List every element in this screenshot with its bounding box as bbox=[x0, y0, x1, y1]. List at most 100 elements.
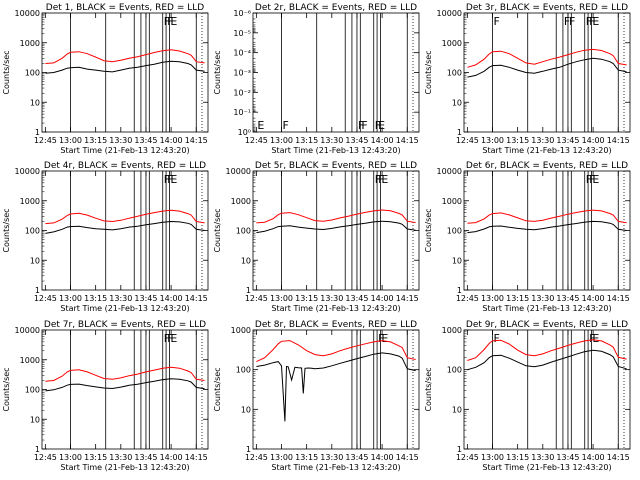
plot-frame bbox=[463, 12, 631, 133]
y-tick-label: 1000 bbox=[442, 197, 462, 206]
detector-panel-6: Det 6r, BLACK = Events, RED = LLD 1 10 100 1… bbox=[424, 161, 631, 313]
y-tick-label: 100 bbox=[236, 366, 251, 375]
y-tick-label: 10⁻⁵ bbox=[233, 29, 251, 38]
detector-panel-3: Det 3r, BLACK = Events, RED = LLD 1 10 100 1… bbox=[424, 3, 631, 155]
series-line-events bbox=[45, 378, 205, 392]
y-tick-label: 100 bbox=[447, 227, 462, 236]
panel-title: Det 8r, BLACK = Events, RED = LLD bbox=[255, 320, 417, 330]
x-tick-label: 13:00 bbox=[59, 136, 82, 145]
series-line-lld bbox=[467, 48, 627, 68]
x-tick-label: 13:00 bbox=[481, 294, 504, 303]
y-tick-label: 1 bbox=[35, 445, 40, 454]
y-tick-label: 10000 bbox=[226, 167, 251, 176]
flag-label: F bbox=[569, 15, 575, 28]
panel-title: Det 2r, BLACK = Events, RED = LLD bbox=[255, 3, 417, 13]
y-tick-label: 100 bbox=[25, 69, 40, 78]
flag-label: E bbox=[592, 15, 599, 28]
flag-label: F bbox=[586, 173, 592, 186]
y-axis-label: Counts/sec bbox=[213, 50, 222, 94]
y-tick-label: 10 bbox=[30, 415, 40, 424]
flag-label: F bbox=[164, 15, 170, 28]
x-tick-label: 13:00 bbox=[270, 294, 293, 303]
x-tick-label: 14:00 bbox=[160, 294, 183, 303]
x-tick-label: 13:15 bbox=[506, 453, 529, 462]
x-tick-label: 14:15 bbox=[607, 136, 630, 145]
y-tick-label: 1000 bbox=[231, 326, 251, 335]
x-tick-label: 14:00 bbox=[371, 136, 394, 145]
flag-label: F bbox=[564, 15, 570, 28]
x-tick-label: 12:45 bbox=[34, 294, 57, 303]
series-line-lld bbox=[45, 49, 205, 64]
flag-label: F bbox=[164, 332, 170, 345]
y-axis-label: Counts/sec bbox=[2, 50, 11, 94]
plot-frame bbox=[252, 170, 420, 291]
series-line-lld bbox=[45, 366, 205, 382]
y-tick-label: 1000 bbox=[20, 197, 40, 206]
x-tick-label: 13:30 bbox=[109, 294, 132, 303]
x-tick-label: 14:15 bbox=[185, 136, 208, 145]
flag-label: F bbox=[378, 173, 384, 186]
y-tick-label: 100 bbox=[447, 366, 462, 375]
detector-panel-9: Det 9r, BLACK = Events, RED = LLD 1 10 100 1… bbox=[424, 320, 631, 472]
y-tick-label: 1000 bbox=[20, 39, 40, 48]
x-tick-label: 13:45 bbox=[134, 136, 157, 145]
flag-label: F bbox=[167, 173, 173, 186]
flag-label: F bbox=[589, 173, 595, 186]
x-tick-label: 13:30 bbox=[109, 453, 132, 462]
x-tick-label: 13:30 bbox=[320, 136, 343, 145]
series-line-lld bbox=[256, 340, 416, 363]
series-line-events bbox=[45, 220, 205, 234]
series-line-lld bbox=[45, 209, 205, 225]
y-tick-label: 1000 bbox=[20, 356, 40, 365]
y-tick-label: 1 bbox=[246, 286, 251, 295]
flag-label: F bbox=[358, 119, 364, 132]
x-tick-label: 12:45 bbox=[456, 136, 479, 145]
x-axis-label: Start Time (21-Feb-13 12:43:20) bbox=[482, 146, 611, 155]
panel-title: Det 1, BLACK = Events, RED = LLD bbox=[46, 3, 205, 13]
x-tick-label: 12:45 bbox=[34, 136, 57, 145]
y-tick-label: 100 bbox=[25, 227, 40, 236]
series-line-events bbox=[45, 60, 205, 74]
flag-label: F bbox=[494, 15, 500, 28]
x-tick-label: 13:45 bbox=[556, 453, 579, 462]
x-tick-label: 13:00 bbox=[270, 453, 293, 462]
detector-panel-7: Det 7r, BLACK = Events, RED = LLD 1 10 100 1… bbox=[2, 320, 209, 472]
y-tick-label: 1 bbox=[35, 286, 40, 295]
y-tick-label: 10⁻³ bbox=[233, 69, 251, 78]
x-tick-label: 12:45 bbox=[34, 453, 57, 462]
x-tick-label: 12:45 bbox=[245, 294, 268, 303]
panel-title: Det 6r, BLACK = Events, RED = LLD bbox=[466, 161, 628, 171]
x-axis-label: Start Time (21-Feb-13 12:43:20) bbox=[60, 304, 189, 313]
x-tick-label: 13:15 bbox=[506, 294, 529, 303]
flag-label: F bbox=[589, 15, 595, 28]
flag-label: F bbox=[164, 173, 170, 186]
y-tick-label: 10 bbox=[30, 256, 40, 265]
detector-panel-5: Det 5r, BLACK = Events, RED = LLD 1 10 100 1… bbox=[213, 161, 420, 313]
y-tick-label: 10 bbox=[452, 256, 462, 265]
y-tick-label: 1000 bbox=[442, 326, 462, 335]
y-tick-label: 10000 bbox=[15, 326, 40, 335]
x-axis-label: Start Time (21-Feb-13 12:43:20) bbox=[271, 304, 400, 313]
plot-frame bbox=[252, 329, 420, 450]
y-tick-label: 1 bbox=[35, 128, 40, 137]
x-axis-label: Start Time (21-Feb-13 12:43:20) bbox=[60, 463, 189, 472]
x-tick-label: 14:15 bbox=[607, 294, 630, 303]
y-tick-label: 1 bbox=[457, 286, 462, 295]
y-tick-label: 10000 bbox=[15, 167, 40, 176]
x-tick-label: 13:00 bbox=[59, 294, 82, 303]
flag-label: F bbox=[283, 119, 289, 132]
detector-panel-8: Det 8r, BLACK = Events, RED = LLD 1 10 100 1… bbox=[213, 320, 420, 472]
x-tick-label: 13:00 bbox=[481, 453, 504, 462]
x-tick-label: 14:00 bbox=[371, 453, 394, 462]
y-axis-label: Counts/sec bbox=[424, 367, 433, 411]
x-axis-label: Start Time (21-Feb-13 12:43:20) bbox=[271, 146, 400, 155]
plot-frame bbox=[41, 12, 209, 133]
flag-label: E bbox=[381, 173, 388, 186]
flag-label: F bbox=[167, 15, 173, 28]
y-tick-label: 10 bbox=[30, 98, 40, 107]
y-tick-label: 10⁰ bbox=[238, 128, 251, 137]
x-axis-label: Start Time (21-Feb-13 12:43:20) bbox=[482, 304, 611, 313]
flag-label: E bbox=[592, 332, 599, 345]
flag-label: E bbox=[378, 119, 385, 132]
x-tick-label: 14:00 bbox=[160, 136, 183, 145]
